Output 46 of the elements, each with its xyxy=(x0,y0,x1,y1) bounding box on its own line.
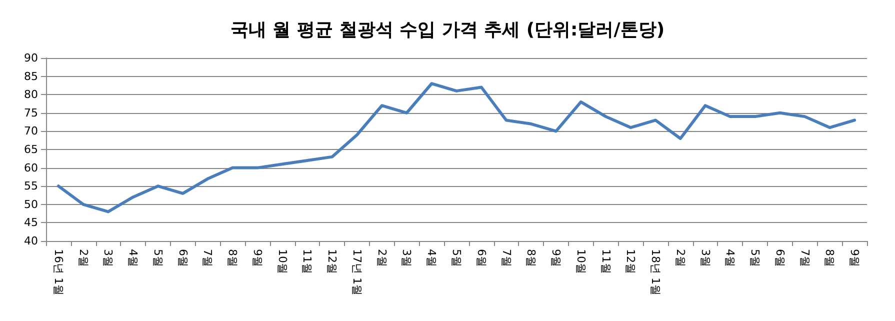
x-tick-label: 10월 xyxy=(276,249,289,274)
x-tick-label: 2월 xyxy=(375,249,388,267)
x-tick-label: 9월 xyxy=(250,249,264,267)
x-tick-label: 4월 xyxy=(724,249,737,267)
x-tick-label: 11월 xyxy=(599,249,612,274)
x-tick-label: 6월 xyxy=(176,249,190,267)
x-tick-label: 9월 xyxy=(848,249,862,267)
chart-title: 국내 월 평균 철광석 수입 가격 추세 (단위:달러/톤당) xyxy=(230,20,665,40)
x-tick-label: 11월 xyxy=(300,249,314,274)
y-tick-label: 70 xyxy=(24,124,38,138)
y-tick-label: 40 xyxy=(24,234,38,248)
x-tick-label: 3월 xyxy=(400,249,414,267)
x-tick-label: 5월 xyxy=(450,249,463,267)
line-series xyxy=(56,82,856,214)
x-tick-label: 6월 xyxy=(474,249,488,267)
x-tick-label: 18년 1월 xyxy=(649,249,662,296)
x-tick-label: 2월 xyxy=(76,249,90,267)
y-tick-label: 50 xyxy=(24,198,38,211)
x-tick-label: 8월 xyxy=(823,249,836,267)
x-tick-label: 2월 xyxy=(674,249,687,267)
x-tick-label: 17년 1월 xyxy=(350,249,364,296)
x-tick-label: 3월 xyxy=(102,249,115,267)
y-tick-label: 75 xyxy=(24,106,38,120)
x-tick-label: 16년 1월 xyxy=(52,249,65,296)
x-tick-label: 8월 xyxy=(524,249,538,267)
x-tick-label: 4월 xyxy=(126,249,140,267)
x-tick-label: 12월 xyxy=(624,249,638,274)
y-tick-label: 90 xyxy=(24,52,38,64)
x-tick-label: 7월 xyxy=(201,249,214,267)
y-tick-label: 60 xyxy=(24,161,38,174)
x-tick-label: 8월 xyxy=(226,249,240,267)
x-tick-label: 6월 xyxy=(773,249,786,267)
x-tick-label: 5월 xyxy=(151,249,164,267)
x-tick-label: 7월 xyxy=(798,249,812,267)
x-tick-label: 9월 xyxy=(550,249,563,267)
y-tick-label: 65 xyxy=(24,143,38,156)
x-tick-label: 12월 xyxy=(326,249,339,274)
y-tick-label: 85 xyxy=(24,70,38,83)
y-tick-label: 45 xyxy=(24,216,38,230)
x-tick-label: 4월 xyxy=(425,249,438,267)
x-tick-label: 5월 xyxy=(748,249,762,267)
y-tick-label: 55 xyxy=(24,180,38,193)
y-tick-label: 80 xyxy=(24,88,38,102)
x-tick-label: 7월 xyxy=(500,249,513,267)
x-tick-label: 10월 xyxy=(574,249,588,274)
x-tick-label: 3월 xyxy=(698,249,712,267)
